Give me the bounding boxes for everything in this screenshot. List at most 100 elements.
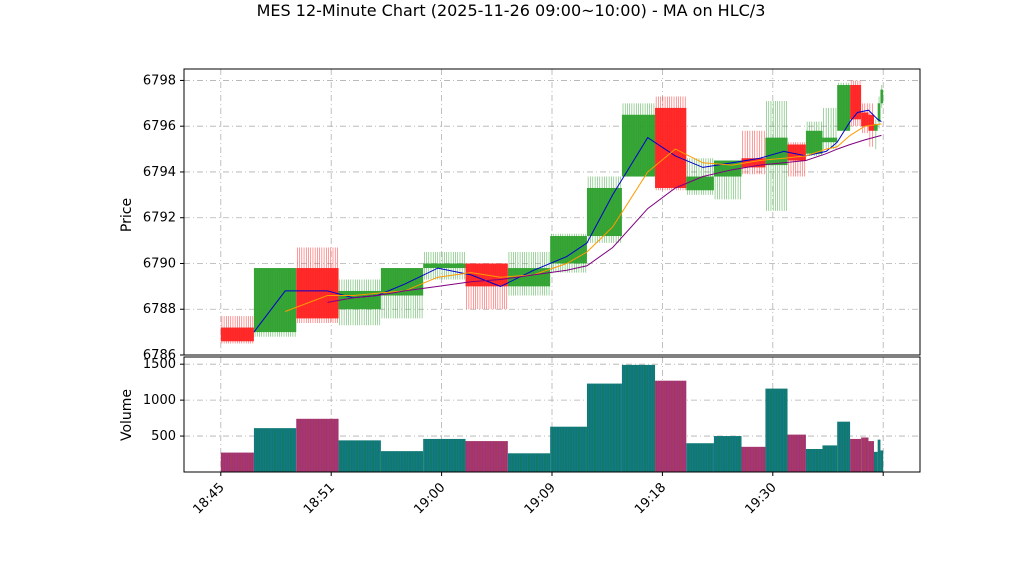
volume-bar xyxy=(507,453,551,472)
price-panel: 6786 6788 6790 6792 6794 6796 6798 Price xyxy=(119,68,921,363)
candle-body xyxy=(655,107,687,188)
candle-up xyxy=(507,252,551,296)
candle-body xyxy=(877,103,881,122)
candle-down xyxy=(741,130,766,175)
volume-bar-body xyxy=(861,437,869,472)
volume-bar xyxy=(550,426,587,472)
candle-up xyxy=(253,268,297,337)
volume-bar xyxy=(686,443,714,472)
x-ticks: 18:45 18:51 19:00 19:09 19:18 19:30 xyxy=(191,472,884,517)
candle-up xyxy=(713,160,742,200)
price-tick-label: 6788 xyxy=(143,302,176,317)
candle-body xyxy=(621,114,656,177)
price-panel-frame xyxy=(183,68,921,356)
volume-bar xyxy=(655,380,687,472)
candle-body xyxy=(741,158,766,168)
candle-body xyxy=(861,112,869,127)
candle-up xyxy=(338,279,381,326)
volume-bar-body xyxy=(850,438,862,472)
price-tick-label: 6792 xyxy=(143,211,176,226)
volume-bar-body xyxy=(338,440,381,472)
volume-bar xyxy=(880,450,884,472)
volume-bar-body xyxy=(253,428,297,472)
volume-bar xyxy=(380,451,424,472)
volume-bar xyxy=(296,418,339,472)
volume-bar xyxy=(586,383,622,472)
volume-tick-label: 500 xyxy=(151,429,176,444)
candle-body xyxy=(868,114,874,131)
volume-bar-body xyxy=(423,438,466,472)
candle-body xyxy=(850,85,862,120)
candle-up xyxy=(423,252,466,280)
candle-body xyxy=(805,130,823,154)
candle-body xyxy=(837,85,851,131)
price-axis-label: Price xyxy=(119,198,135,232)
volume-bar-body xyxy=(550,426,587,472)
volume-y-ticks: 500 1000 1500 xyxy=(143,357,184,444)
moving-average-lines xyxy=(253,109,882,333)
volume-bar xyxy=(713,436,742,472)
volume-bar xyxy=(423,438,466,472)
candle-body xyxy=(220,327,254,342)
price-y-ticks: 6786 6788 6790 6792 6794 6796 6798 xyxy=(143,73,184,363)
volume-bar xyxy=(253,428,297,472)
x-tick-label: 18:45 xyxy=(191,480,228,517)
moving-average-line xyxy=(327,134,882,303)
x-tick-label: 19:09 xyxy=(522,480,559,517)
candle-down xyxy=(655,96,687,191)
volume-bar-body xyxy=(507,453,551,472)
x-tick-label: 19:18 xyxy=(632,480,669,517)
volume-bar xyxy=(805,449,823,472)
volume-bar-body xyxy=(765,388,788,472)
volume-bar-body xyxy=(655,380,687,472)
candle-down xyxy=(465,263,508,310)
price-tick-label: 6786 xyxy=(143,348,176,363)
volume-bar xyxy=(837,421,851,472)
volume-panel: 500 1000 1500 Volume xyxy=(119,356,921,473)
volume-bar xyxy=(621,364,656,472)
volume-bar xyxy=(868,441,874,472)
candle-up xyxy=(877,96,881,129)
volume-bar xyxy=(765,388,788,472)
candle-body xyxy=(423,263,466,269)
volume-bar xyxy=(787,434,806,472)
volume-bar-body xyxy=(868,441,874,472)
x-tick-label: 19:30 xyxy=(743,480,780,517)
x-tick-label: 19:00 xyxy=(411,480,448,517)
volume-bar xyxy=(338,440,381,472)
volume-bar xyxy=(877,439,881,472)
candle-up xyxy=(621,103,656,177)
candle-up xyxy=(837,82,851,131)
volume-bars xyxy=(220,364,884,472)
candle-body xyxy=(822,137,838,143)
candles xyxy=(220,80,884,344)
volume-axis-label: Volume xyxy=(119,389,135,441)
candle-body xyxy=(880,89,884,104)
candle-up xyxy=(805,121,823,156)
volume-bar-body xyxy=(296,418,339,472)
volume-bar-body xyxy=(380,451,424,472)
price-tick-label: 6798 xyxy=(143,73,176,88)
moving-average-line xyxy=(253,109,882,333)
candle-up xyxy=(880,85,884,108)
candle-body xyxy=(874,123,878,131)
price-tick-label: 6790 xyxy=(143,256,176,271)
x-tick-label: 18:51 xyxy=(301,480,338,517)
volume-bar-body xyxy=(805,449,823,472)
candle-up xyxy=(874,119,878,150)
volume-bar xyxy=(822,445,838,472)
volume-bar xyxy=(220,452,254,472)
candle-up xyxy=(380,268,424,319)
candle-body xyxy=(686,176,714,191)
candle-down xyxy=(296,247,339,323)
volume-bar xyxy=(741,446,766,472)
volume-bar-body xyxy=(465,441,508,472)
price-tick-label: 6794 xyxy=(143,165,176,180)
volume-tick-label: 1500 xyxy=(143,357,176,372)
candle-body xyxy=(586,187,622,237)
price-tick-label: 6796 xyxy=(143,119,176,134)
candle-up xyxy=(686,158,714,195)
volume-tick-label: 1000 xyxy=(143,393,176,408)
candle-up xyxy=(822,107,838,150)
